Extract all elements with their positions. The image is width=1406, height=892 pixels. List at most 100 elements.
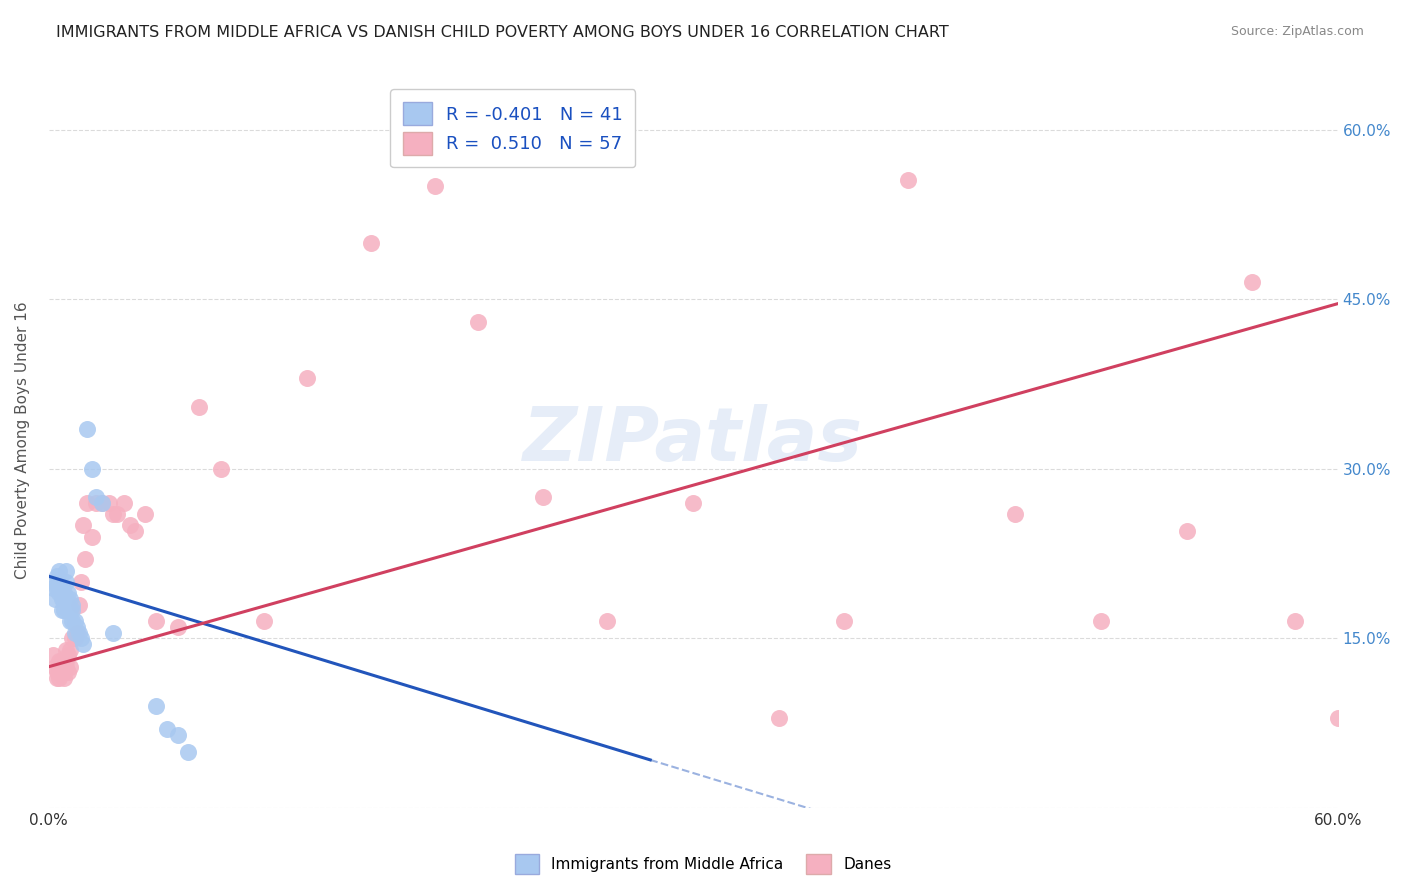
Point <box>55 642 77 657</box>
Point <box>59 642 82 657</box>
Point <box>48 654 70 668</box>
Point <box>425 179 447 194</box>
Point <box>63 632 86 646</box>
Point <box>63 615 86 629</box>
Point <box>832 615 855 629</box>
Point <box>76 496 98 510</box>
Point <box>48 665 70 680</box>
Point <box>60 603 83 617</box>
Point <box>51 603 73 617</box>
Text: IMMIGRANTS FROM MIDDLE AFRICA VS DANISH CHILD POVERTY AMONG BOYS UNDER 16 CORREL: IMMIGRANTS FROM MIDDLE AFRICA VS DANISH … <box>56 25 949 40</box>
Point <box>1326 710 1348 724</box>
Point <box>55 659 77 673</box>
Point <box>55 564 77 578</box>
Point <box>134 507 156 521</box>
Point <box>103 625 125 640</box>
Point <box>59 603 82 617</box>
Point <box>56 665 79 680</box>
Point <box>51 591 73 606</box>
Point <box>177 745 200 759</box>
Point <box>60 615 83 629</box>
Point <box>44 574 66 589</box>
Point <box>48 671 70 685</box>
Point <box>59 615 82 629</box>
Point <box>63 625 86 640</box>
Point <box>44 591 66 606</box>
Point <box>166 620 188 634</box>
Point <box>60 598 83 612</box>
Point <box>52 586 75 600</box>
Point <box>91 496 114 510</box>
Point <box>66 620 89 634</box>
Point <box>1284 615 1306 629</box>
Point <box>897 173 920 187</box>
Point <box>107 507 129 521</box>
Point <box>1004 507 1026 521</box>
Point <box>209 462 232 476</box>
Point <box>682 496 704 510</box>
Point <box>70 574 93 589</box>
Point <box>145 615 167 629</box>
Point <box>55 654 77 668</box>
Point <box>48 586 70 600</box>
Point <box>156 722 179 736</box>
Point <box>42 581 65 595</box>
Point <box>51 654 73 668</box>
Point <box>52 603 75 617</box>
Point <box>80 530 103 544</box>
Point <box>252 615 274 629</box>
Point <box>103 507 125 521</box>
Text: ZIPatlas: ZIPatlas <box>523 404 863 477</box>
Point <box>48 574 70 589</box>
Point <box>596 615 619 629</box>
Point <box>67 598 90 612</box>
Point <box>52 671 75 685</box>
Point <box>72 518 94 533</box>
Point <box>166 728 188 742</box>
Point <box>1175 524 1198 538</box>
Point <box>46 569 69 583</box>
Point <box>51 581 73 595</box>
Point <box>42 648 65 663</box>
Point <box>56 586 79 600</box>
Point <box>67 625 90 640</box>
Point <box>84 490 107 504</box>
Point <box>76 422 98 436</box>
Point <box>46 665 69 680</box>
Point <box>46 671 69 685</box>
Text: Source: ZipAtlas.com: Source: ZipAtlas.com <box>1230 25 1364 38</box>
Point <box>56 603 79 617</box>
Point <box>768 710 790 724</box>
Point <box>120 518 142 533</box>
Legend: R = -0.401   N = 41, R =  0.510   N = 57: R = -0.401 N = 41, R = 0.510 N = 57 <box>389 89 636 168</box>
Point <box>295 371 318 385</box>
Point <box>55 591 77 606</box>
Point <box>75 552 97 566</box>
Point <box>52 665 75 680</box>
Point <box>360 235 382 250</box>
Point <box>51 659 73 673</box>
Point <box>80 462 103 476</box>
Point <box>467 315 489 329</box>
Point <box>60 632 83 646</box>
Point <box>1090 615 1112 629</box>
Point <box>531 490 554 504</box>
Point <box>66 625 89 640</box>
Point <box>84 496 107 510</box>
Legend: Immigrants from Middle Africa, Danes: Immigrants from Middle Africa, Danes <box>509 848 897 880</box>
Point <box>72 637 94 651</box>
Point <box>91 496 114 510</box>
Point <box>55 574 77 589</box>
Point <box>97 496 120 510</box>
Point <box>52 591 75 606</box>
Point <box>145 699 167 714</box>
Point <box>59 659 82 673</box>
Point <box>46 581 69 595</box>
Point <box>56 648 79 663</box>
Y-axis label: Child Poverty Among Boys Under 16: Child Poverty Among Boys Under 16 <box>15 301 30 579</box>
Point <box>188 400 211 414</box>
Point <box>56 598 79 612</box>
Point <box>48 564 70 578</box>
Point <box>59 591 82 606</box>
Point <box>44 659 66 673</box>
